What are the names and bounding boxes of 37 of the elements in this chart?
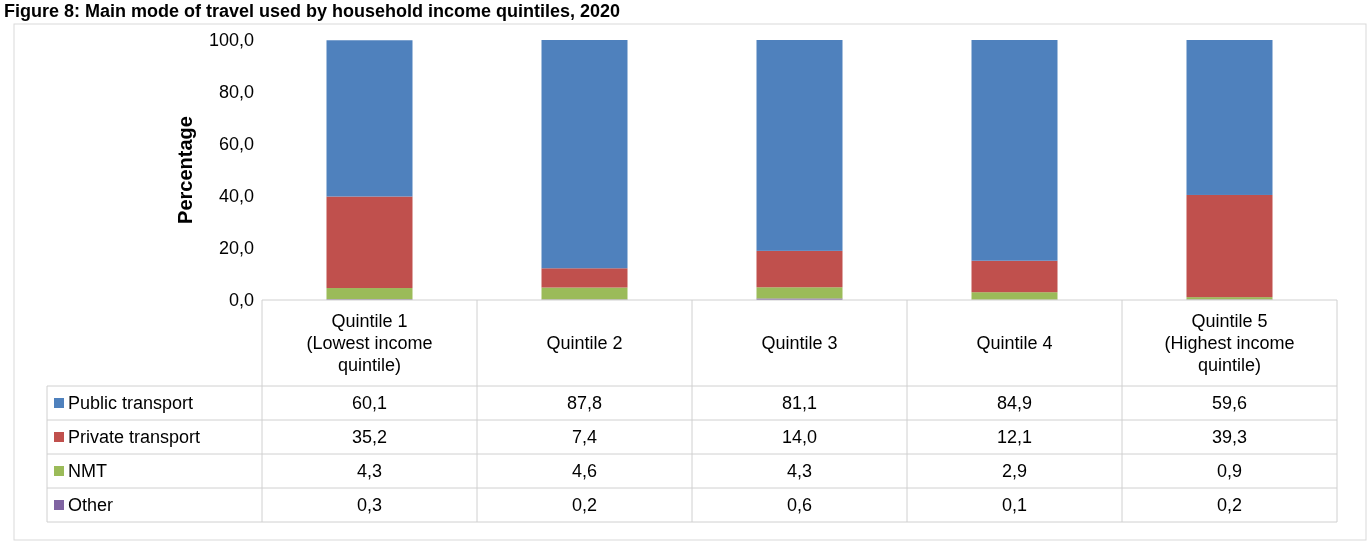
data-label: 0,1 (1001, 495, 1028, 516)
data-label: 0,3 (356, 495, 383, 516)
y-tick-label: 20,0 (218, 238, 254, 259)
y-tick-label: 40,0 (218, 186, 254, 207)
y-tick-label: 60,0 (218, 134, 254, 155)
x-tick-label: Quintile 2 (546, 333, 623, 354)
data-label: 59,6 (1211, 393, 1248, 414)
data-label: 0,2 (571, 495, 598, 516)
legend-label: NMT (68, 461, 107, 482)
y-tick-label: 100,0 (208, 30, 254, 51)
data-label: 4,3 (356, 461, 383, 482)
chart-title: Figure 8: Main mode of travel used by household income quintiles, 2020 (4, 1, 621, 21)
data-label: 0,2 (1216, 495, 1243, 516)
y-axis-title: Percentage (174, 116, 196, 224)
legend-label: Public transport (68, 393, 194, 414)
data-label: 0,9 (1216, 461, 1243, 482)
data-label: 7,4 (571, 427, 598, 448)
data-label: 12,1 (996, 427, 1033, 448)
data-label: 81,1 (781, 393, 818, 414)
legend-label: Other (68, 495, 114, 516)
data-label: 4,6 (571, 461, 598, 482)
data-label: 87,8 (566, 393, 603, 414)
data-label: 4,3 (786, 461, 813, 482)
data-label: 84,9 (996, 393, 1033, 414)
x-tick-label: Quintile 1 (Lowest income quintile) (306, 311, 433, 376)
x-tick-label: Quintile 4 (976, 333, 1053, 354)
data-label: 35,2 (351, 427, 388, 448)
data-label: 60,1 (351, 393, 388, 414)
data-label: 14,0 (781, 427, 818, 448)
data-label: 2,9 (1001, 461, 1028, 482)
y-tick-label: 80,0 (218, 82, 254, 103)
x-tick-label: Quintile 3 (761, 333, 838, 354)
data-label: 39,3 (1211, 427, 1248, 448)
y-tick-label: 0,0 (228, 290, 254, 311)
x-tick-label: Quintile 5 (Highest income quintile) (1164, 311, 1295, 376)
data-label: 0,6 (786, 495, 813, 516)
legend-label: Private transport (68, 427, 201, 448)
